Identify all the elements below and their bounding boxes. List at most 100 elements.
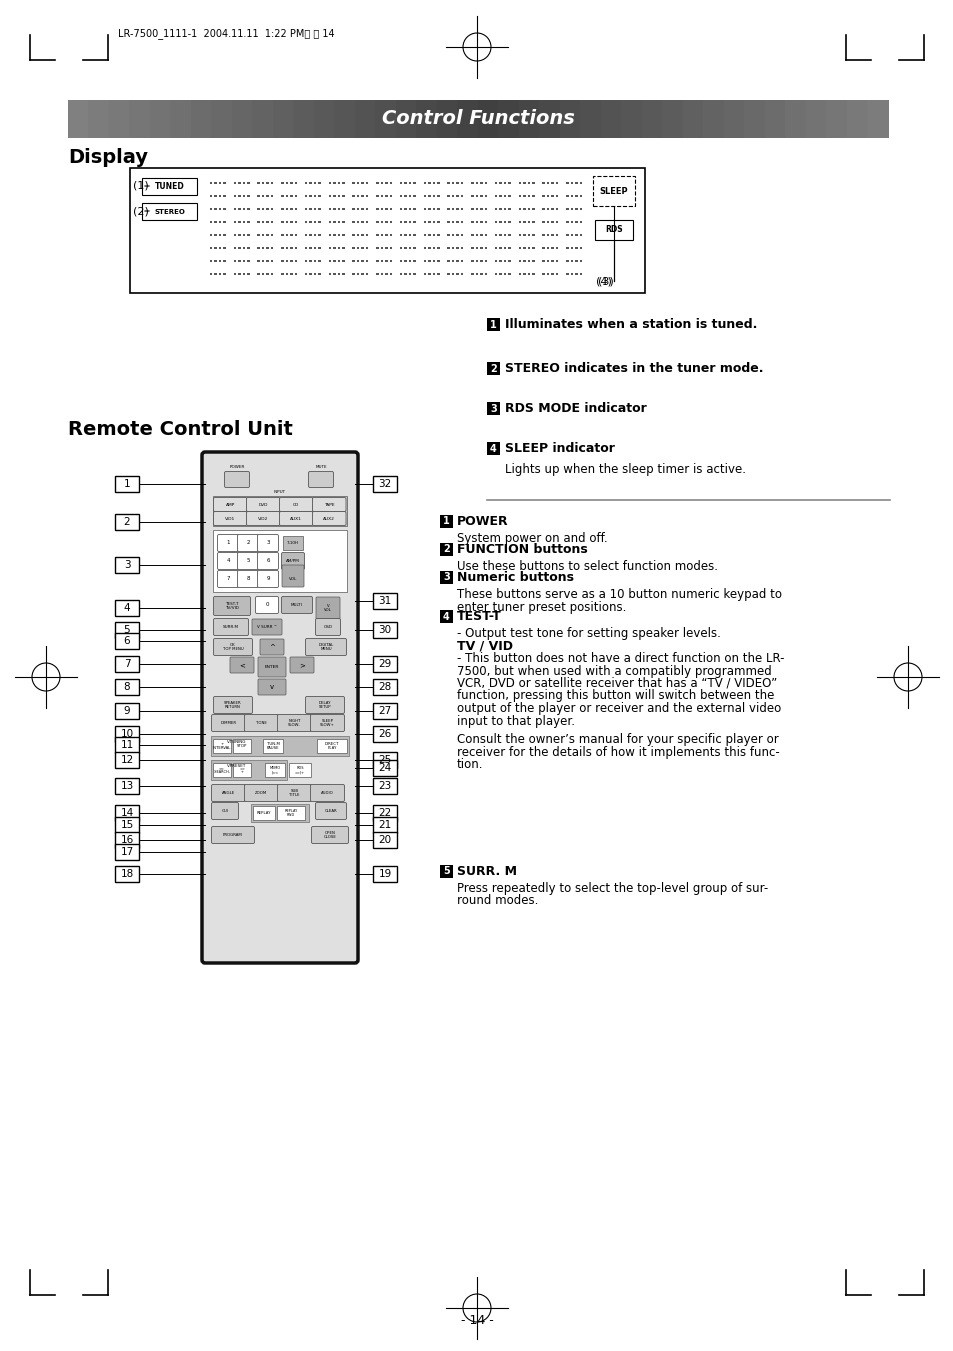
FancyBboxPatch shape: [115, 805, 139, 821]
Bar: [171, 100, 192, 138]
Text: LR-7500_1111-1  2004.11.11  1:22 PM의 지 14: LR-7500_1111-1 2004.11.11 1:22 PM의 지 14: [118, 28, 335, 39]
Bar: [486, 362, 499, 376]
Bar: [439, 515, 453, 528]
Text: VID1: VID1: [225, 516, 235, 520]
Text: RDS
>>|+: RDS >>|+: [294, 766, 305, 774]
Text: output of the player or receiver and the external video: output of the player or receiver and the…: [456, 703, 781, 715]
Bar: [68, 100, 90, 138]
Text: MULTI: MULTI: [291, 603, 302, 607]
Bar: [439, 571, 453, 584]
FancyBboxPatch shape: [282, 565, 304, 586]
Text: 6: 6: [266, 558, 270, 563]
FancyBboxPatch shape: [257, 570, 278, 588]
FancyBboxPatch shape: [115, 753, 139, 767]
Bar: [89, 100, 110, 138]
Text: POWER: POWER: [229, 465, 244, 469]
Text: 2: 2: [442, 544, 450, 554]
Text: - 14 -: - 14 -: [460, 1313, 493, 1327]
FancyBboxPatch shape: [115, 703, 139, 719]
Bar: [682, 100, 703, 138]
Text: 4: 4: [226, 558, 230, 563]
FancyBboxPatch shape: [257, 535, 278, 551]
FancyBboxPatch shape: [237, 570, 258, 588]
Text: AUX1: AUX1: [290, 516, 302, 520]
Bar: [486, 403, 499, 415]
Text: 22: 22: [378, 808, 392, 817]
FancyBboxPatch shape: [213, 619, 248, 635]
Text: POWER: POWER: [456, 515, 508, 528]
Text: SLEEP: SLEEP: [599, 186, 628, 196]
FancyBboxPatch shape: [281, 597, 313, 613]
Text: DIGITAL
MENU: DIGITAL MENU: [318, 643, 334, 651]
Text: 10: 10: [120, 730, 133, 739]
Bar: [316, 739, 347, 753]
Bar: [263, 739, 283, 753]
FancyBboxPatch shape: [257, 680, 286, 694]
Bar: [600, 100, 622, 138]
Bar: [130, 168, 644, 293]
Bar: [265, 763, 285, 777]
Bar: [539, 100, 560, 138]
Text: 1: 1: [490, 319, 497, 330]
FancyBboxPatch shape: [115, 621, 139, 638]
FancyBboxPatch shape: [281, 553, 304, 570]
Text: V.PRESET: V.PRESET: [227, 765, 247, 767]
Text: CD: CD: [293, 503, 299, 507]
Text: function, pressing this button will switch between the: function, pressing this button will swit…: [456, 689, 774, 703]
Text: 7: 7: [124, 659, 131, 669]
Text: TUNED: TUNED: [154, 182, 184, 190]
Text: 3: 3: [124, 561, 131, 570]
Bar: [142, 178, 196, 195]
Text: 23: 23: [378, 781, 392, 790]
FancyBboxPatch shape: [244, 715, 278, 731]
FancyBboxPatch shape: [290, 657, 314, 673]
Text: enter tuner preset positions.: enter tuner preset positions.: [456, 600, 626, 613]
Bar: [232, 100, 253, 138]
Text: (3): (3): [598, 276, 613, 286]
Bar: [213, 739, 231, 753]
Text: RDS: RDS: [604, 226, 622, 235]
Text: 5: 5: [124, 626, 131, 635]
FancyBboxPatch shape: [213, 597, 251, 616]
Bar: [439, 865, 453, 878]
Text: <: <: [239, 662, 245, 667]
Text: REPLAY: REPLAY: [256, 811, 271, 815]
Text: These buttons serve as a 10 button numeric keypad to: These buttons serve as a 10 button numer…: [456, 588, 781, 601]
Text: 14: 14: [120, 808, 133, 817]
FancyBboxPatch shape: [115, 557, 139, 573]
Text: 5: 5: [246, 558, 250, 563]
Bar: [314, 100, 335, 138]
Bar: [579, 100, 601, 138]
Text: 3: 3: [442, 573, 450, 582]
FancyBboxPatch shape: [115, 634, 139, 648]
Bar: [253, 100, 274, 138]
Text: 5: 5: [442, 866, 450, 877]
Text: GUI: GUI: [221, 809, 229, 813]
Text: AM/PM: AM/PM: [286, 559, 299, 563]
FancyBboxPatch shape: [255, 597, 278, 613]
FancyBboxPatch shape: [244, 785, 278, 801]
Bar: [641, 100, 662, 138]
Bar: [439, 543, 453, 557]
Text: Control Functions: Control Functions: [381, 109, 574, 128]
Bar: [477, 100, 499, 138]
Text: SURR.M: SURR.M: [223, 626, 239, 630]
Bar: [191, 100, 213, 138]
FancyBboxPatch shape: [373, 621, 396, 638]
Text: DELAY
SETUP: DELAY SETUP: [318, 701, 331, 709]
Bar: [593, 176, 635, 205]
FancyBboxPatch shape: [115, 817, 139, 834]
Text: 9: 9: [266, 577, 270, 581]
FancyBboxPatch shape: [213, 639, 253, 655]
Bar: [559, 100, 581, 138]
FancyBboxPatch shape: [315, 597, 339, 619]
Bar: [213, 496, 347, 526]
Text: 1: 1: [124, 480, 131, 489]
Text: 9: 9: [124, 707, 131, 716]
Bar: [805, 100, 826, 138]
FancyBboxPatch shape: [373, 817, 396, 834]
Text: SUB
TITLE: SUB TITLE: [289, 789, 299, 797]
Bar: [130, 100, 151, 138]
Text: OSD: OSD: [323, 626, 333, 630]
Text: ANGLE: ANGLE: [222, 790, 234, 794]
